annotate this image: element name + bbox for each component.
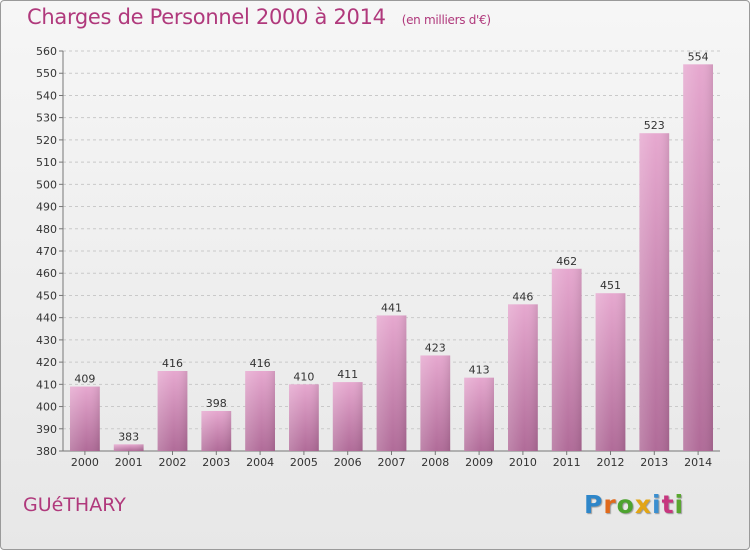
y-tick-label: 500	[36, 178, 57, 191]
y-tick-label: 530	[36, 112, 57, 125]
data-label: 462	[556, 255, 577, 268]
x-tick-label: 2003	[202, 456, 230, 469]
bar-shading	[201, 411, 232, 451]
commune-name: GUéTHARY	[23, 494, 126, 516]
data-label: 409	[74, 373, 95, 386]
y-tick-label: 540	[36, 89, 57, 102]
bar-2009	[464, 377, 494, 451]
bar-shading	[639, 133, 670, 451]
bar-shading	[595, 293, 626, 451]
bar-2006	[332, 382, 363, 451]
bar-2008	[420, 355, 451, 451]
bar-shading	[70, 386, 100, 451]
bar-2012	[595, 293, 626, 451]
bar-shading	[332, 382, 363, 451]
bar-shading	[551, 268, 582, 451]
y-tick-label: 460	[36, 267, 57, 280]
bar-shading	[420, 355, 451, 451]
bar-shading	[245, 371, 275, 451]
y-tick-label: 410	[36, 378, 57, 391]
chart-unit-label: (en milliers d'€)	[401, 13, 491, 27]
data-label: 451	[600, 279, 621, 292]
x-tick-label: 2009	[465, 456, 493, 469]
data-label: 413	[469, 364, 490, 377]
axes: 380 390 400 410 420 430 440 450 460 470 480 490 500 5…	[36, 45, 720, 469]
x-tick-label: 2008	[421, 456, 449, 469]
y-tick-label: 480	[36, 223, 57, 236]
x-tick-label: 2002	[159, 456, 187, 469]
bar-2014	[683, 64, 713, 452]
data-label: 410	[293, 370, 314, 383]
x-tick-label: 2005	[290, 456, 318, 469]
bars	[70, 64, 713, 452]
data-label: 416	[162, 357, 183, 370]
data-label: 383	[118, 430, 139, 443]
data-label: 446	[512, 290, 533, 303]
logo-letter: i	[674, 490, 685, 519]
bar-shading	[113, 444, 144, 451]
x-tick-label: 2004	[246, 456, 274, 469]
y-tick-label: 380	[36, 445, 57, 458]
bar-2010	[508, 304, 538, 451]
x-tick-label: 2006	[334, 456, 362, 469]
logo-letter: x	[634, 490, 652, 519]
data-label: 554	[688, 50, 709, 63]
y-tick-label: 430	[36, 334, 57, 347]
data-label: 423	[425, 341, 446, 354]
y-tick-label: 400	[36, 401, 57, 414]
x-tick-label: 2010	[509, 456, 537, 469]
y-tick-label: 390	[36, 423, 57, 436]
bar-shading	[508, 304, 538, 451]
y-tick-label: 470	[36, 245, 57, 258]
logo-letter: P	[584, 490, 604, 519]
data-label: 411	[337, 368, 358, 381]
chart-title: Charges de Personnel 2000 à 2014 (en mill…	[27, 5, 491, 29]
bar-2005	[289, 384, 319, 451]
bar-2003	[201, 411, 232, 451]
x-tick-label: 2007	[378, 456, 406, 469]
bar-shading	[376, 315, 407, 451]
x-tick-label: 2001	[115, 456, 143, 469]
data-label: 441	[381, 301, 402, 314]
data-labels: 409 383 416 398 416 410 411 441 423 413 446 462 451 5…	[74, 50, 708, 443]
y-tick-label: 510	[36, 156, 57, 169]
y-tick-label: 560	[36, 45, 57, 58]
y-tick-label: 420	[36, 356, 57, 369]
bar-2004	[245, 371, 275, 451]
data-label: 523	[644, 119, 665, 132]
y-tick-label: 490	[36, 201, 57, 214]
y-tick-label: 440	[36, 312, 57, 325]
bar-shading	[289, 384, 319, 451]
bar-2011	[551, 268, 582, 451]
data-label: 398	[206, 397, 227, 410]
x-tick-label: 2011	[553, 456, 581, 469]
bar-2013	[639, 133, 670, 451]
y-tick-label: 450	[36, 289, 57, 302]
logo-letter: t	[661, 490, 675, 519]
proxiti-logo: Proxiti	[584, 490, 684, 519]
chart-title-text: Charges de Personnel 2000 à 2014	[27, 5, 386, 29]
bar-2001	[113, 444, 144, 451]
y-tick-label: 550	[36, 67, 57, 80]
x-tick-label: 2000	[71, 456, 99, 469]
x-tick-label: 2012	[597, 456, 625, 469]
y-tick-label: 520	[36, 134, 57, 147]
x-tick-label: 2013	[640, 456, 668, 469]
bar-shading	[683, 64, 713, 452]
data-label: 416	[250, 357, 271, 370]
bar-2007	[376, 315, 407, 451]
bar-shading	[464, 377, 494, 451]
logo-letter: o	[616, 490, 635, 519]
bar-2002	[157, 371, 188, 451]
bar-2000	[70, 386, 100, 451]
logo-letter: r	[603, 490, 617, 519]
logo-letter: i	[652, 490, 662, 519]
bar-shading	[157, 371, 188, 451]
x-tick-label: 2014	[684, 456, 712, 469]
